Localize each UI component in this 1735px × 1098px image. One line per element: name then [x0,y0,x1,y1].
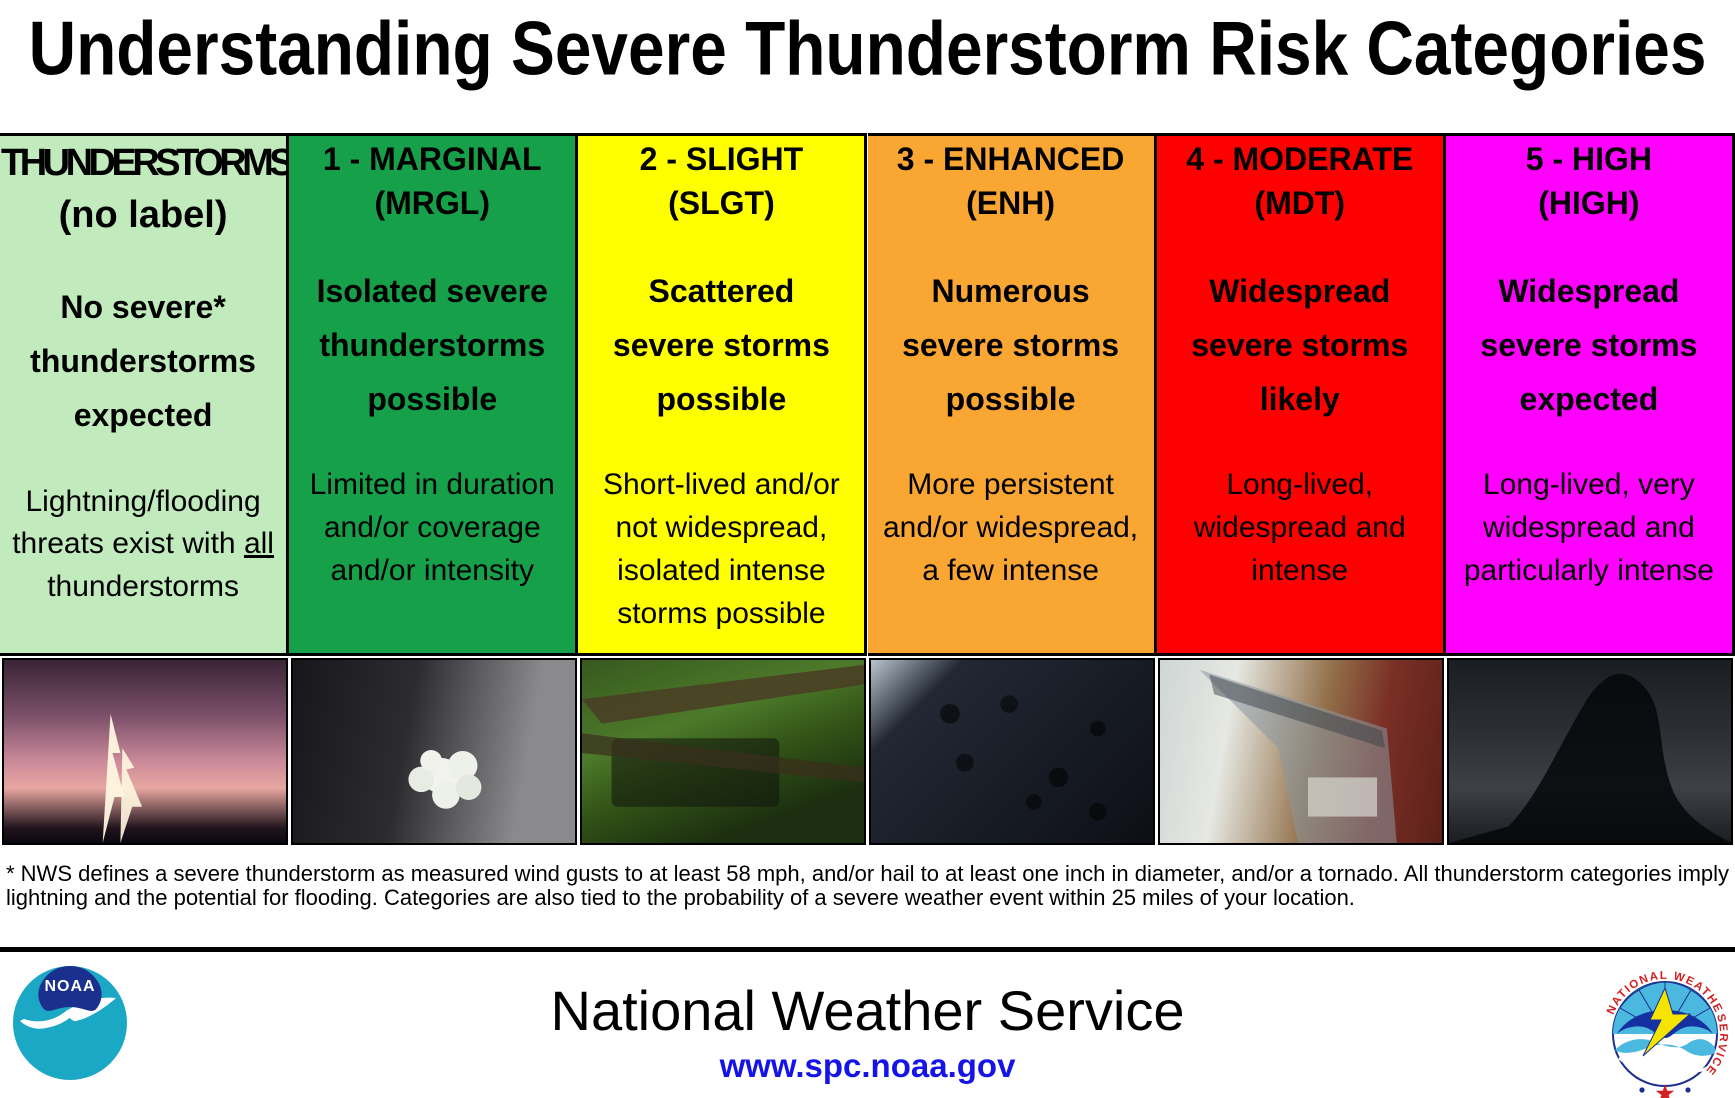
svg-text:NOAA: NOAA [44,978,95,995]
